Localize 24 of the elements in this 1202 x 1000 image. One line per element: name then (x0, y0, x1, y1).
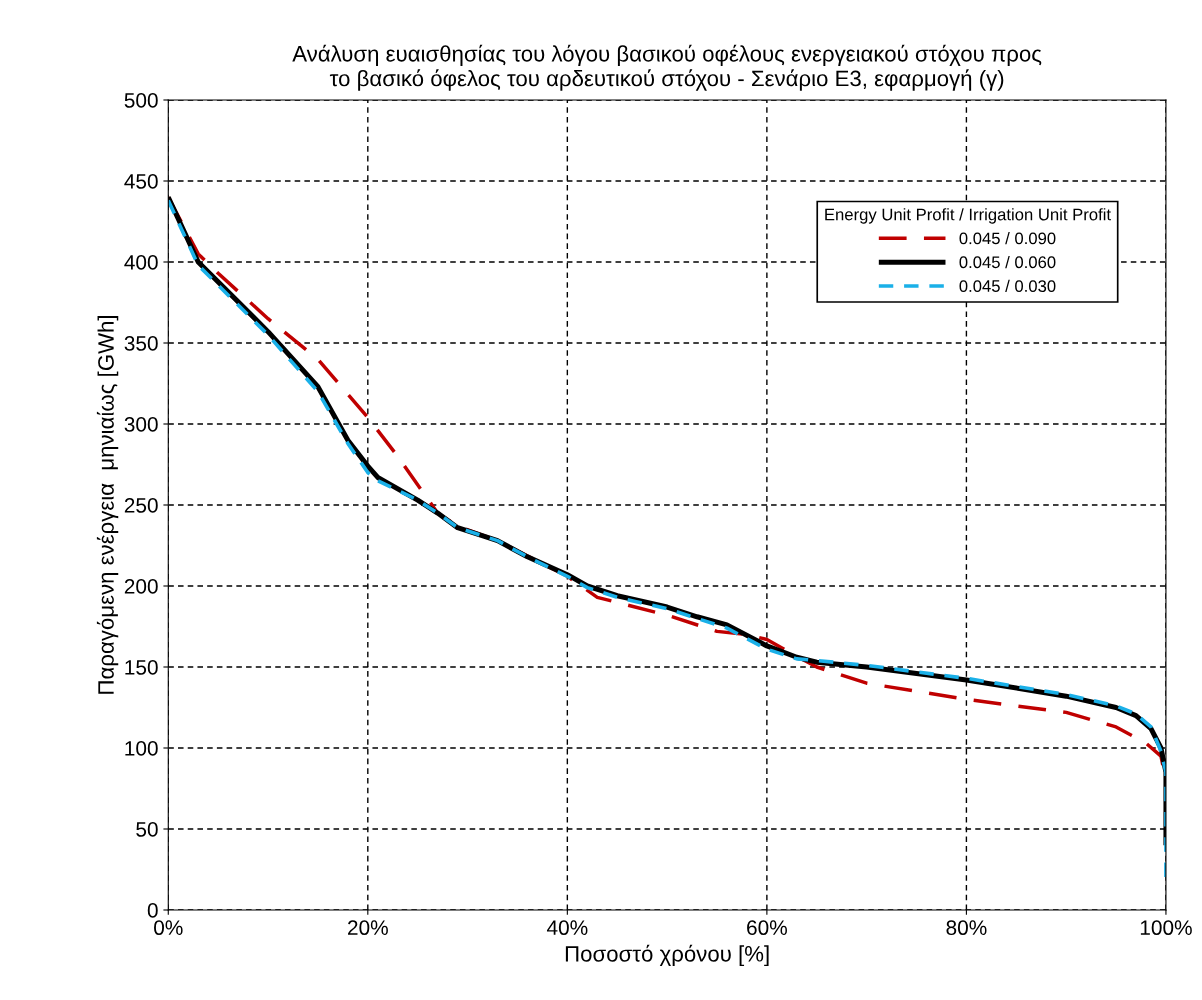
y-tick-label: 50 (136, 822, 158, 837)
chart-title: Ανάλυση ευαισθησίας του λόγου βασικού οφέλους ενεργειακού στόχου προς το βασικό όφελος του αρδευτικού στόχου - Σενάριο Ε3, εφαρμογή (γ) (292, 44, 1042, 91)
x-tick-label: 20% (348, 920, 388, 936)
y-tick-label: 200 (124, 579, 158, 594)
x-axis-title: Ποσοστό χρόνου [%] (565, 944, 769, 967)
y-tick-label: 400 (124, 255, 158, 270)
x-tick-label: 40% (546, 920, 588, 936)
y-tick-label: 100 (125, 741, 158, 756)
x-tick-label: 60% (747, 920, 787, 936)
x-tick-label: 80% (946, 920, 987, 936)
y-axis-title: Παραγόμενη ενέργεια μηνιαίως [GWh] (96, 316, 119, 694)
legend-label: 0.045 / 0.060 (959, 255, 1056, 269)
y-tick-label: 0 (147, 903, 158, 918)
legend-label: 0.045 / 0.090 (959, 232, 1056, 245)
y-tick-label: 150 (125, 660, 158, 675)
y-tick-label: 250 (124, 498, 158, 513)
x-tick-label: 0% (154, 920, 183, 936)
x-tick-label: 100% (1140, 920, 1192, 936)
legend-label: 0.045 / 0.030 (959, 279, 1056, 292)
legend-title: Energy Unit Profit / Irrigation Unit Profit (825, 208, 1111, 224)
y-tick-label: 450 (124, 174, 158, 189)
y-tick-label: 350 (124, 336, 158, 351)
y-tick-label: 300 (124, 417, 158, 432)
y-tick-label: 500 (124, 93, 158, 108)
